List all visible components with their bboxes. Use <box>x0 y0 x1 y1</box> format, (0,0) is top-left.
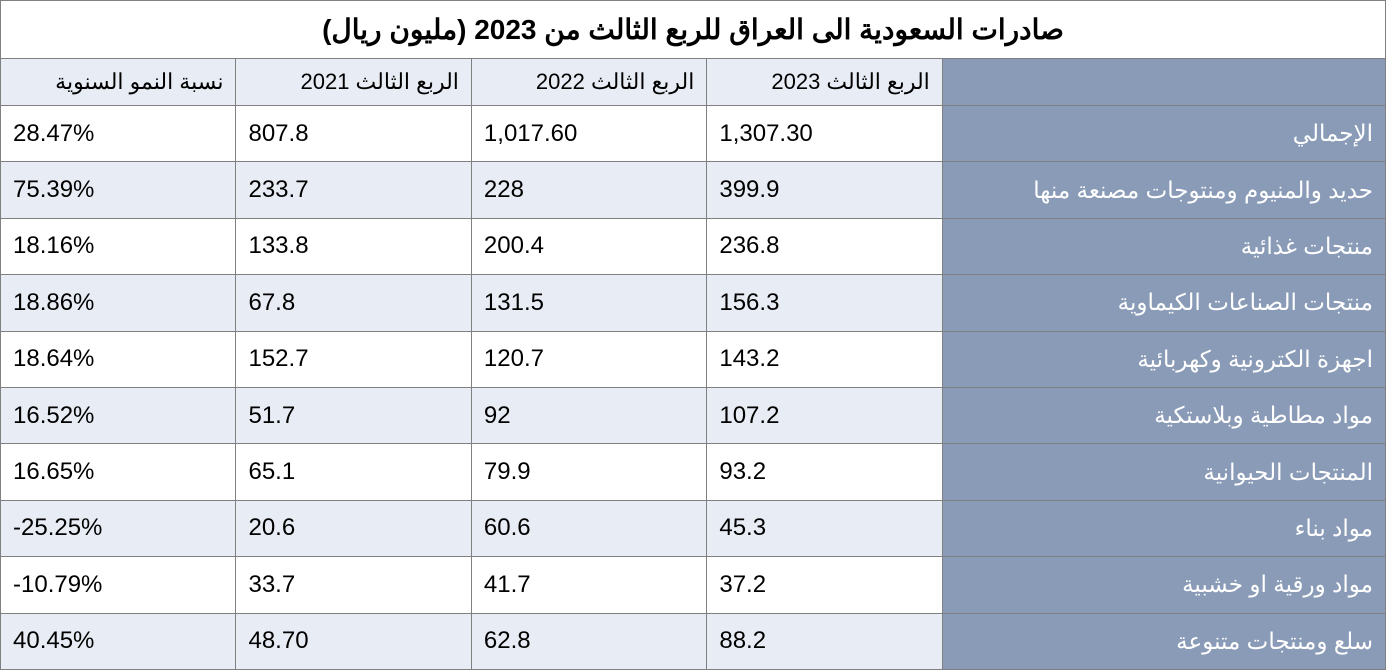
table-row: الإجمالي1,307.301,017.60807.828.47% <box>1 106 1386 162</box>
header-label <box>942 59 1385 106</box>
row-q3-2022: 131.5 <box>471 275 706 331</box>
table-row: منتجات الصناعات الكيماوية156.3131.567.81… <box>1 275 1386 331</box>
row-q3-2023: 236.8 <box>707 218 942 274</box>
row-q3-2023: 37.2 <box>707 557 942 613</box>
header-growth: نسبة النمو السنوية <box>1 59 236 106</box>
row-q3-2021: 51.7 <box>236 387 471 443</box>
row-q3-2021: 65.1 <box>236 444 471 500</box>
row-q3-2021: 20.6 <box>236 500 471 556</box>
row-q3-2021: 133.8 <box>236 218 471 274</box>
row-q3-2022: 120.7 <box>471 331 706 387</box>
row-label: منتجات الصناعات الكيماوية <box>942 275 1385 331</box>
table-row: منتجات غذائية236.8200.4133.818.16% <box>1 218 1386 274</box>
row-q3-2021: 152.7 <box>236 331 471 387</box>
row-q3-2023: 143.2 <box>707 331 942 387</box>
row-q3-2023: 156.3 <box>707 275 942 331</box>
exports-table-container: صادرات السعودية الى العراق للربع الثالث … <box>0 0 1386 670</box>
header-q3-2023: الربع الثالث 2023 <box>707 59 942 106</box>
row-q3-2022: 62.8 <box>471 613 706 669</box>
row-q3-2022: 60.6 <box>471 500 706 556</box>
row-q3-2022: 1,017.60 <box>471 106 706 162</box>
row-growth: 28.47% <box>1 106 236 162</box>
row-label: مواد مطاطية وبلاستكية <box>942 387 1385 443</box>
row-q3-2021: 807.8 <box>236 106 471 162</box>
table-row: مواد بناء45.360.620.6-25.25% <box>1 500 1386 556</box>
row-q3-2021: 48.70 <box>236 613 471 669</box>
row-growth: -25.25% <box>1 500 236 556</box>
table-row: حديد والمنيوم ومنتوجات مصنعة منها399.922… <box>1 162 1386 218</box>
table-body: الإجمالي1,307.301,017.60807.828.47%حديد … <box>1 106 1386 670</box>
row-q3-2021: 33.7 <box>236 557 471 613</box>
row-growth: 18.64% <box>1 331 236 387</box>
table-header-row: الربع الثالث 2023 الربع الثالث 2022 الرب… <box>1 59 1386 106</box>
row-label: المنتجات الحيوانية <box>942 444 1385 500</box>
table-row: سلع ومنتجات متنوعة88.262.848.7040.45% <box>1 613 1386 669</box>
row-q3-2022: 41.7 <box>471 557 706 613</box>
row-label: اجهزة الكترونية وكهربائية <box>942 331 1385 387</box>
table-title-row: صادرات السعودية الى العراق للربع الثالث … <box>1 1 1386 59</box>
row-label: مواد ورقية او خشبية <box>942 557 1385 613</box>
row-q3-2022: 79.9 <box>471 444 706 500</box>
row-label: مواد بناء <box>942 500 1385 556</box>
table-row: مواد ورقية او خشبية37.241.733.7-10.79% <box>1 557 1386 613</box>
row-q3-2022: 200.4 <box>471 218 706 274</box>
table-row: مواد مطاطية وبلاستكية107.29251.716.52% <box>1 387 1386 443</box>
row-q3-2023: 93.2 <box>707 444 942 500</box>
row-label: حديد والمنيوم ومنتوجات مصنعة منها <box>942 162 1385 218</box>
row-q3-2022: 228 <box>471 162 706 218</box>
row-q3-2023: 88.2 <box>707 613 942 669</box>
row-q3-2023: 1,307.30 <box>707 106 942 162</box>
row-label: الإجمالي <box>942 106 1385 162</box>
row-growth: 75.39% <box>1 162 236 218</box>
row-growth: 18.16% <box>1 218 236 274</box>
table-row: المنتجات الحيوانية93.279.965.116.65% <box>1 444 1386 500</box>
row-label: منتجات غذائية <box>942 218 1385 274</box>
header-q3-2022: الربع الثالث 2022 <box>471 59 706 106</box>
exports-table: صادرات السعودية الى العراق للربع الثالث … <box>0 0 1386 670</box>
row-q3-2023: 45.3 <box>707 500 942 556</box>
row-q3-2022: 92 <box>471 387 706 443</box>
row-label: سلع ومنتجات متنوعة <box>942 613 1385 669</box>
row-growth: 40.45% <box>1 613 236 669</box>
row-q3-2023: 399.9 <box>707 162 942 218</box>
row-q3-2023: 107.2 <box>707 387 942 443</box>
row-growth: 16.52% <box>1 387 236 443</box>
table-title: صادرات السعودية الى العراق للربع الثالث … <box>1 1 1386 59</box>
row-q3-2021: 67.8 <box>236 275 471 331</box>
row-q3-2021: 233.7 <box>236 162 471 218</box>
row-growth: -10.79% <box>1 557 236 613</box>
row-growth: 18.86% <box>1 275 236 331</box>
row-growth: 16.65% <box>1 444 236 500</box>
table-row: اجهزة الكترونية وكهربائية143.2120.7152.7… <box>1 331 1386 387</box>
header-q3-2021: الربع الثالث 2021 <box>236 59 471 106</box>
